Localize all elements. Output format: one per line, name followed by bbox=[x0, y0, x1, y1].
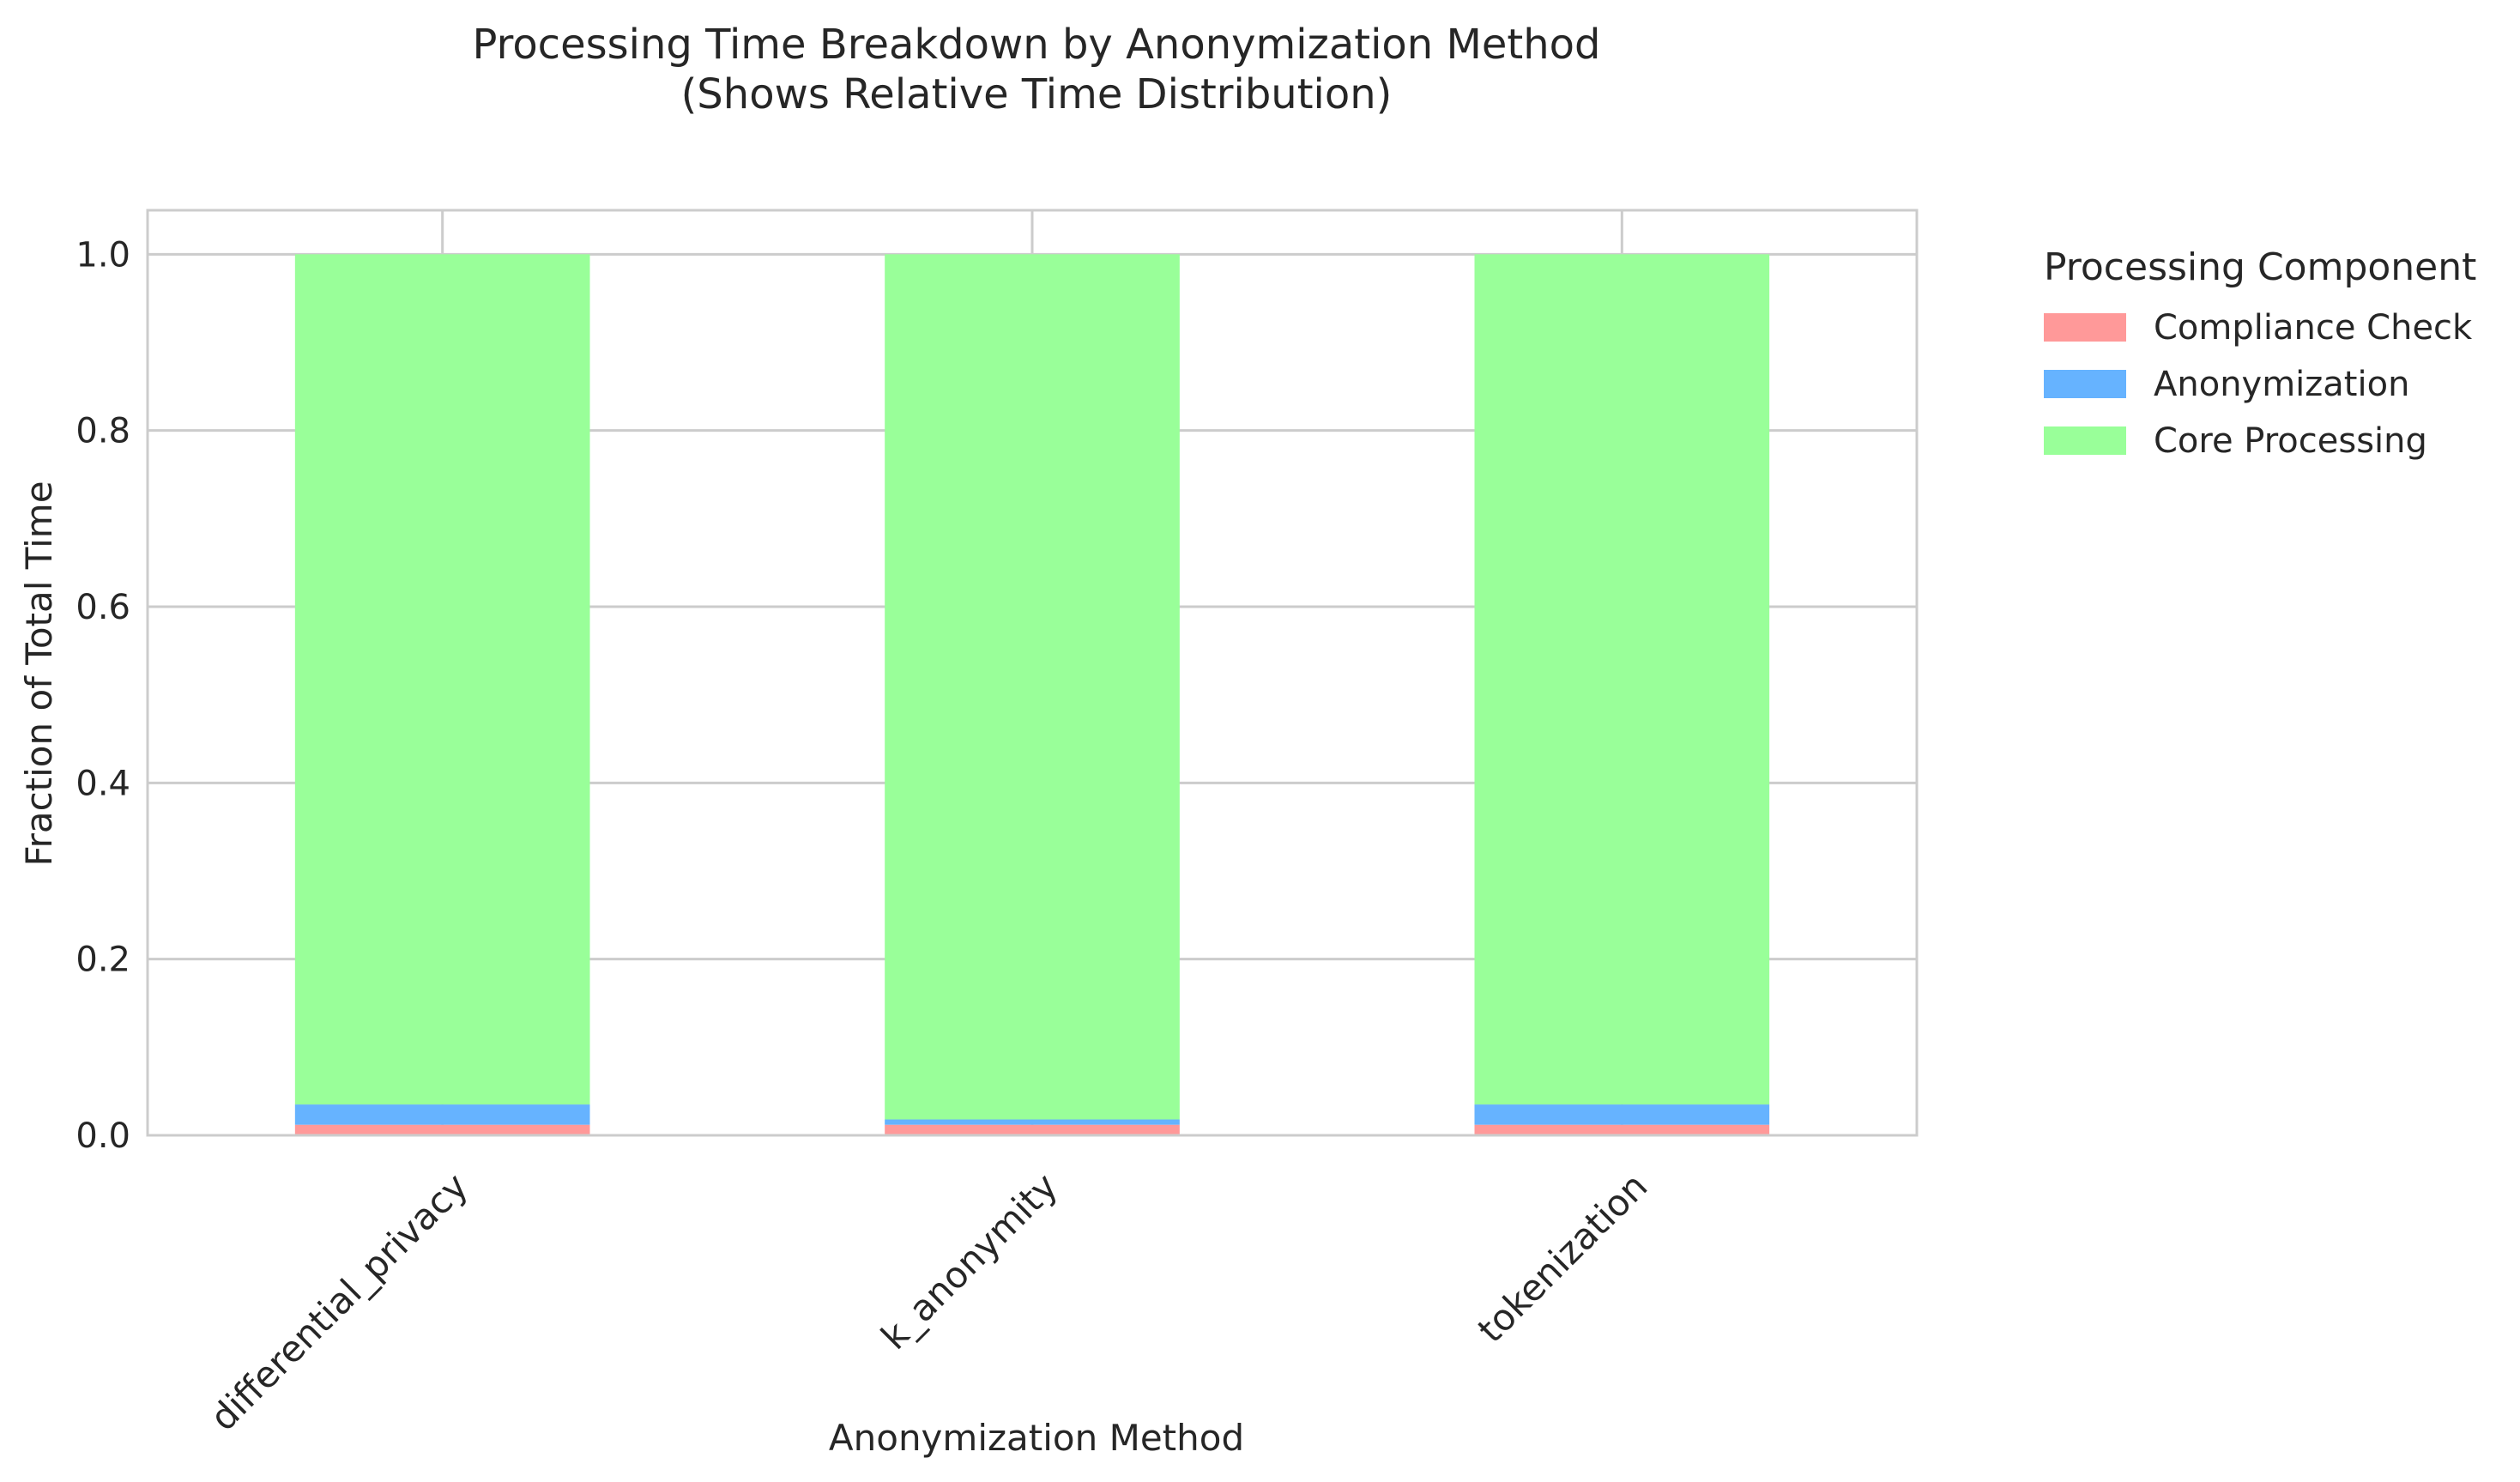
chart-title-line: Processing Time Breakdown by Anonymizati… bbox=[473, 21, 1601, 69]
legend-swatch bbox=[2044, 313, 2126, 342]
legend: Processing Component Compliance Check Ano… bbox=[2044, 245, 2476, 461]
bar-segment bbox=[885, 254, 1180, 1120]
chart-title-line: (Shows Relative Time Distribution) bbox=[681, 70, 1393, 118]
y-tick-label: 1.0 bbox=[76, 235, 130, 275]
bar-segment bbox=[294, 1104, 590, 1125]
legend-label: Compliance Check bbox=[2154, 308, 2473, 348]
y-tick-labels: 0.0 0.2 0.4 0.6 0.8 1.0 bbox=[76, 235, 130, 1156]
legend-title: Processing Component bbox=[2044, 245, 2476, 289]
legend-label: Anonymization bbox=[2154, 365, 2409, 404]
y-tick-label: 0.0 bbox=[76, 1116, 130, 1156]
bar-segment bbox=[1474, 1124, 1770, 1135]
bar-segment bbox=[294, 254, 590, 1105]
legend-label: Core Processing bbox=[2154, 421, 2427, 461]
plot-frame bbox=[146, 209, 1919, 1137]
chart-title: Processing Time Breakdown by Anonymizati… bbox=[473, 21, 1601, 118]
bar-segment bbox=[885, 1119, 1180, 1125]
x-axis-label: Anonymization Method bbox=[829, 1417, 1244, 1459]
y-tick-label: 0.4 bbox=[76, 764, 130, 803]
bars bbox=[294, 254, 1770, 1135]
bar-segment bbox=[294, 1124, 590, 1135]
legend-swatch bbox=[2044, 426, 2126, 455]
y-tick-label: 0.6 bbox=[76, 588, 130, 627]
bar-segment bbox=[1474, 254, 1770, 1105]
legend-items: Compliance Check Anonymization Core Proces… bbox=[2044, 308, 2473, 461]
y-tick-label: 0.2 bbox=[76, 941, 130, 980]
bar-segment bbox=[885, 1124, 1180, 1135]
y-tick-label: 0.8 bbox=[76, 412, 130, 451]
y-axis-label: Fraction of Total Time bbox=[18, 481, 60, 866]
legend-swatch bbox=[2044, 370, 2126, 398]
bar-segment bbox=[1474, 1104, 1770, 1125]
